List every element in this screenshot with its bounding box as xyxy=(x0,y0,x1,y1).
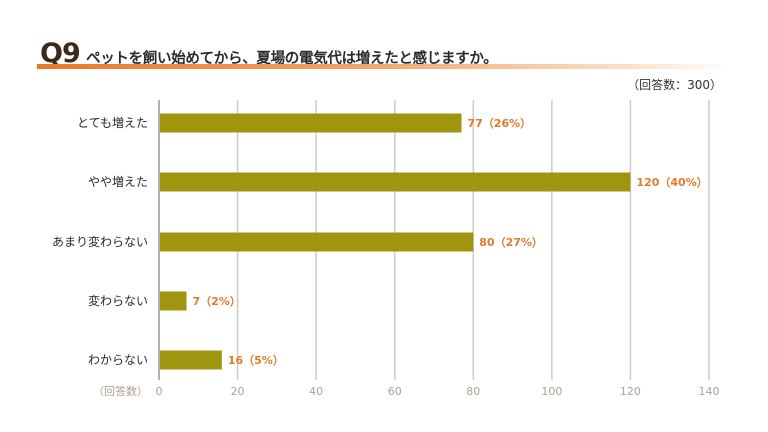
x-tick-label: 140 xyxy=(699,385,720,398)
bar-value-label: 77（26%） xyxy=(468,117,532,130)
x-tick-label: 60 xyxy=(388,385,402,398)
category-label: わからない xyxy=(88,353,148,367)
x-tick-label: 20 xyxy=(231,385,245,398)
x-tick-label: 100 xyxy=(541,385,562,398)
bar xyxy=(160,172,631,192)
x-tick-label: 120 xyxy=(620,385,641,398)
category-label: 変わらない xyxy=(88,293,148,308)
bar-value-label: 16（5%） xyxy=(228,354,284,367)
x-tick-label: 0 xyxy=(156,385,163,398)
bar xyxy=(160,232,474,252)
bar xyxy=(160,113,462,133)
question-number: Q9 xyxy=(40,38,81,69)
category-label: やや増えた xyxy=(88,175,148,189)
category-label: とても増えた xyxy=(77,116,148,130)
bar-value-label: 120（40%） xyxy=(636,176,707,189)
bar-value-label: 7（2%） xyxy=(193,295,241,308)
bar xyxy=(160,350,222,370)
x-tick-label: 80 xyxy=(466,385,480,398)
bar xyxy=(160,291,187,311)
bar-value-label: 80（27%） xyxy=(479,236,543,249)
question-title: ペットを飼い始めてから、夏場の電気代は増えたと感じますか。 xyxy=(86,51,498,67)
x-tick-label: 40 xyxy=(309,385,323,398)
respondent-count: （回答数：300） xyxy=(627,78,722,92)
title-underline xyxy=(37,64,732,69)
x-axis-label: （回答数） xyxy=(93,384,148,398)
category-label: あまり変わらない xyxy=(52,234,148,249)
